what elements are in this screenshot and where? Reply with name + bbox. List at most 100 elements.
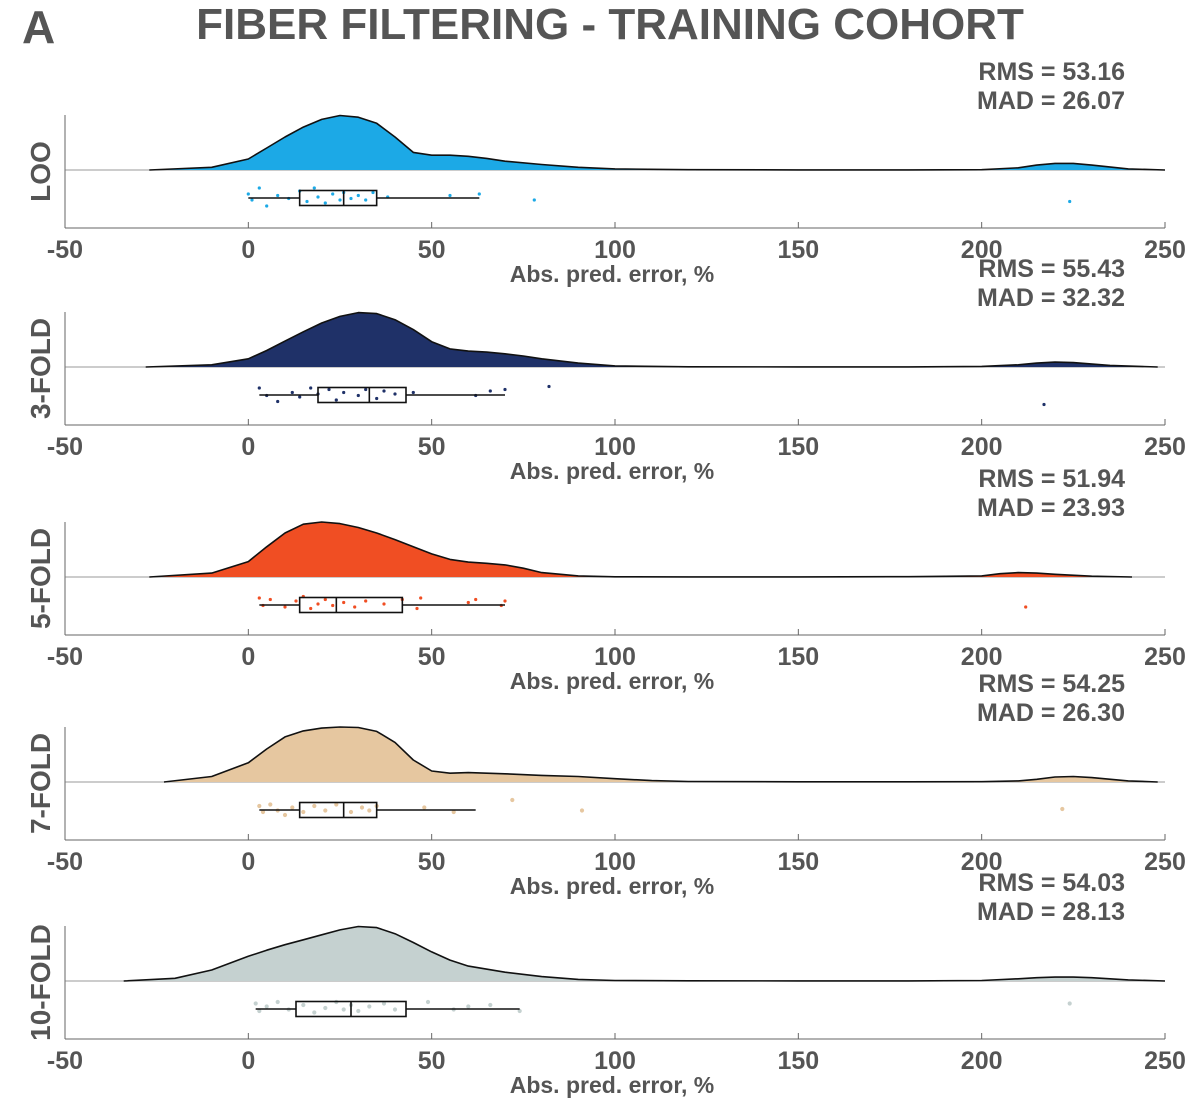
data-point: [422, 805, 427, 810]
density-outline: [145, 311, 1158, 368]
data-point: [257, 596, 261, 600]
data-point: [294, 599, 298, 603]
data-point: [342, 600, 346, 605]
row-label: 5-FOLD: [25, 528, 56, 629]
x-tick-label: 250: [1144, 236, 1186, 264]
data-point: [268, 802, 273, 807]
data-point: [488, 389, 492, 393]
x-axis-label: Abs. pred. error, %: [510, 668, 715, 694]
x-tick-label: -50: [47, 236, 83, 264]
data-point: [250, 198, 254, 202]
x-tick-label: 250: [1144, 643, 1186, 671]
figure-title: FIBER FILTERING - TRAINING COHORT: [196, 0, 1024, 49]
row-label: 10-FOLD: [25, 924, 56, 1041]
data-point: [425, 999, 431, 1005]
x-tick-label: 150: [777, 1047, 819, 1075]
panel-3-fold: -50 0 50 100 150 200 250 Abs. pred. error, % RMS…: [25, 255, 1186, 484]
x-tick-label: 50: [418, 1047, 446, 1075]
data-point: [349, 196, 353, 201]
data-point: [312, 186, 316, 190]
x-tick-label: 100: [594, 1047, 636, 1075]
data-point: [353, 605, 357, 609]
x-tick-label: 0: [241, 1047, 255, 1075]
data-point: [276, 193, 280, 198]
data-point: [367, 808, 372, 813]
x-tick-label: 150: [777, 433, 819, 461]
data-point: [276, 399, 280, 404]
data-point: [503, 387, 507, 392]
data-point: [309, 606, 313, 611]
data-point: [342, 390, 346, 395]
data-point: [579, 808, 585, 813]
data-point: [309, 386, 313, 390]
x-tick-label: 250: [1144, 848, 1186, 876]
data-point: [290, 805, 295, 810]
x-tick-label: 0: [241, 643, 255, 671]
data-point: [411, 390, 415, 395]
data-point: [364, 387, 368, 392]
data-point: [275, 999, 280, 1005]
box-iqr: [298, 596, 404, 614]
data-point: [451, 809, 456, 815]
data-point: [323, 597, 327, 602]
x-tick-label: 50: [418, 236, 446, 264]
data-point: [327, 387, 331, 392]
x-axis-label: Abs. pred. error, %: [510, 261, 715, 287]
data-point: [375, 396, 379, 401]
row-label: 3-FOLD: [25, 318, 56, 419]
density-outline: [123, 925, 1166, 982]
x-axis-label: Abs. pred. error, %: [510, 458, 715, 484]
data-point: [381, 1001, 387, 1006]
data-point: [392, 1007, 398, 1012]
x-tick-label: 100: [594, 848, 636, 876]
data-point: [466, 1004, 471, 1009]
rms-label: RMS = 54.03: [978, 869, 1125, 897]
data-point: [301, 1002, 306, 1008]
density-area: [149, 522, 1133, 577]
data-point: [364, 599, 368, 603]
data-point: [364, 198, 368, 202]
density-outline: [149, 521, 1133, 578]
data-point: [323, 808, 328, 813]
x-tick-label: 0: [241, 848, 255, 876]
data-point: [312, 803, 317, 809]
box-iqr: [317, 386, 407, 404]
data-point: [331, 603, 335, 608]
density-area: [164, 727, 1158, 782]
data-point: [331, 192, 335, 196]
data-point: [466, 600, 470, 605]
data-point: [301, 809, 306, 815]
data-point: [257, 803, 262, 809]
data-point: [356, 393, 360, 398]
panel-5-fold: -50 0 50 100 150 200 250 Abs. pred. error, % RMS…: [25, 465, 1186, 694]
x-tick-label: 200: [961, 643, 1003, 671]
data-point: [371, 190, 375, 195]
x-tick-label: -50: [47, 848, 83, 876]
x-tick-label: -50: [47, 643, 83, 671]
panel-10-fold: -50 0 50 100 150 200 250 Abs. pred. error, % RMS…: [25, 869, 1186, 1098]
data-point: [246, 192, 250, 196]
data-point: [253, 1001, 258, 1006]
data-point: [1060, 806, 1065, 812]
mad-label: MAD = 26.07: [977, 87, 1125, 115]
x-axis-label: Abs. pred. error, %: [510, 1072, 715, 1098]
panel-letter: A: [22, 1, 56, 53]
rms-label: RMS = 51.94: [978, 465, 1125, 493]
rms-label: RMS = 55.43: [978, 255, 1125, 283]
data-point: [341, 1007, 346, 1012]
x-tick-label: 100: [594, 236, 636, 264]
panel-7-fold: -50 0 50 100 150 200 250 Abs. pred. error, % RMS…: [25, 670, 1186, 899]
density-area: [123, 926, 1166, 981]
data-point: [323, 1005, 328, 1011]
x-tick-label: 50: [418, 643, 446, 671]
data-point: [282, 812, 288, 818]
data-point: [257, 186, 261, 190]
data-point: [477, 192, 481, 196]
x-tick-label: 200: [961, 848, 1003, 876]
data-point: [1067, 1001, 1072, 1006]
data-point: [532, 198, 536, 202]
data-point: [1042, 402, 1046, 407]
data-point: [334, 398, 338, 402]
data-point: [290, 390, 294, 395]
